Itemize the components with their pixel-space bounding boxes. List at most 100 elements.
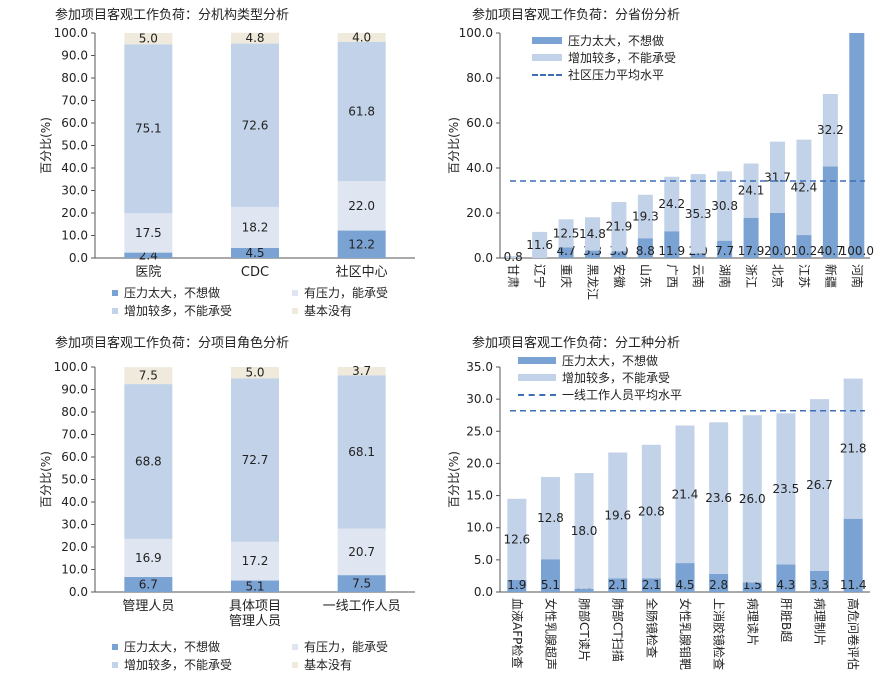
bar-segment-mid — [843, 378, 863, 519]
data-label: 20.7 — [348, 545, 375, 559]
data-label: 3.3 — [810, 578, 829, 592]
x-tick-label: 病理读片 — [745, 598, 760, 646]
x-tick-label: CDC — [241, 265, 269, 280]
legend-label-light: 有压力，能承受 — [304, 286, 389, 300]
data-label: 19.3 — [632, 209, 659, 223]
y-tick-label: 30.0 — [466, 392, 493, 406]
bar-segment-dark — [843, 518, 863, 592]
x-tick-label: 北京 — [771, 264, 785, 288]
chart-province: 0.0 20.0 40.0 60.0 80.0 100.0 百分比(%) 0.8甘肃 11.6 辽… — [447, 26, 874, 300]
x-tick-label: 甘肃 — [506, 264, 520, 288]
y-tick-label: 20.0 — [466, 456, 493, 470]
data-label: 2.8 — [709, 578, 728, 592]
data-label: 12.8 — [537, 511, 564, 525]
bar-segment-mid — [743, 163, 759, 218]
bar-segment-dark — [611, 251, 627, 258]
y-tick-label: 25.0 — [466, 424, 493, 438]
bar-segment-light — [231, 541, 279, 581]
y-tick-label: 0.0 — [474, 251, 493, 265]
chart-project-role: 0.0 10.0 20.0 30.0 40.0 50.0 60.0 70.0 80.0 90.0 1… — [39, 360, 415, 629]
bar-segment-mid — [540, 476, 560, 560]
bar-segment-beige — [231, 367, 279, 379]
y-tick-label: 10.0 — [466, 521, 493, 535]
data-label: 12.6 — [503, 532, 530, 546]
bar-segment-mid — [664, 176, 680, 232]
bar-segment-dark — [664, 231, 680, 258]
legend-label-dark: 压力太大，不想做 — [124, 286, 221, 300]
legend-label-light: 有压力，能承受 — [304, 640, 389, 654]
y-tick-label: 50.0 — [61, 139, 88, 153]
legend-swatch-dark — [112, 643, 118, 650]
x-tick-label: 山东 — [638, 264, 652, 288]
bar-segment-dark — [124, 576, 173, 592]
panel-job-type: 参加项目客观工作负荷：分工种分析 0.0 5.0 10.0 15.0 20.0 25.0 3… — [440, 330, 879, 686]
data-label: 1.9 — [507, 578, 526, 592]
x-tick-label: 医院 — [135, 265, 161, 280]
data-label: 12.2 — [348, 237, 375, 251]
data-label: 7.5 — [352, 577, 371, 591]
bar-segment-mid — [675, 425, 695, 564]
y-tick-label: 60.0 — [61, 450, 88, 464]
bar-segment-dark — [337, 575, 386, 592]
panel-institution-type: 参加项目客观工作负荷：分机构类型分析 0.0 10.0 20.0 30.0 40.0 50… — [0, 0, 440, 330]
y-tick-label: 35.0 — [466, 360, 493, 374]
x-tick-label: 全肠镜检查 — [644, 598, 659, 658]
data-label: 7.5 — [139, 369, 158, 383]
bar-segment-light — [231, 206, 279, 248]
data-label: 4.0 — [352, 31, 371, 45]
bar-segment-mid — [637, 194, 653, 239]
data-label: 4.5 — [675, 578, 694, 592]
bar-segment-mid — [124, 44, 173, 214]
legend-item-dark: 压力太大，不想做 — [112, 638, 220, 655]
bar-segment-dark — [776, 564, 796, 592]
chart-title: 参加项目客观工作负荷：分省份分析 — [472, 8, 681, 23]
legend-swatch-light — [292, 289, 298, 296]
x-tick-label: 肝脏B超 — [779, 598, 794, 642]
data-label: 17.9 — [738, 244, 765, 258]
legend-item-mid: 增加较多，不能承受 — [112, 656, 232, 673]
data-label: 17.2 — [242, 554, 269, 568]
bar-segment-light — [124, 538, 173, 577]
y-tick-label: 20.0 — [466, 206, 493, 220]
x-tick-label: 肺部CT扫描 — [611, 598, 626, 662]
x-tick-label: 浙江 — [744, 264, 758, 288]
legend-label-line: 社区压力平均水平 — [568, 68, 665, 82]
legend-item-beige: 基本没有 — [292, 302, 352, 319]
data-label: 72.6 — [242, 118, 269, 132]
y-tick-label: 90.0 — [61, 383, 88, 397]
legend-label-mid: 增加较多，不能承受 — [124, 658, 233, 672]
data-label: 26.7 — [806, 478, 833, 492]
chart-job-type: 0.0 5.0 10.0 15.0 20.0 25.0 30.0 35.0 百分比(%) 1.9 1… — [447, 360, 870, 670]
legend-swatch-mid — [532, 54, 562, 61]
data-label: 5.0 — [245, 366, 264, 380]
x-tick-label: 江苏 — [797, 264, 811, 288]
y-axis-label: 百分比(%) — [447, 117, 461, 174]
bar-segment-beige — [124, 367, 173, 385]
data-label: 35.3 — [685, 207, 712, 221]
bar-segment-mid — [574, 473, 594, 589]
y-tick-label: 20.0 — [61, 206, 88, 220]
legend-swatch-dark — [112, 289, 118, 296]
bar-segment-beige — [337, 367, 386, 376]
bar-segment-dark — [770, 213, 785, 258]
bar-segment-mid — [124, 384, 173, 539]
y-tick-label: 50.0 — [61, 473, 88, 487]
data-label: 21.4 — [672, 487, 699, 501]
data-label: 68.1 — [348, 445, 375, 459]
legend-item-mid: 增加较多，不能承受 — [532, 49, 676, 66]
bar-segment-dark — [231, 247, 279, 258]
bar-segment-mid — [810, 399, 830, 571]
y-tick-label: 100.0 — [54, 360, 88, 374]
bar-segment-mid — [585, 217, 600, 251]
legend-label-dark: 压力太大，不想做 — [568, 34, 665, 48]
y-tick-label: 100.0 — [54, 26, 88, 40]
data-label: 18.2 — [242, 220, 269, 234]
x-tick-label: 广西 — [665, 264, 679, 288]
data-label: 11.6 — [526, 238, 553, 252]
data-label: 4.7 — [557, 244, 576, 258]
data-label: 18.0 — [571, 524, 598, 538]
data-label: 5.1 — [245, 579, 264, 593]
data-label: 0.8 — [504, 250, 523, 264]
data-label: 7.7 — [715, 244, 734, 258]
y-tick-label: 80.0 — [466, 71, 493, 85]
